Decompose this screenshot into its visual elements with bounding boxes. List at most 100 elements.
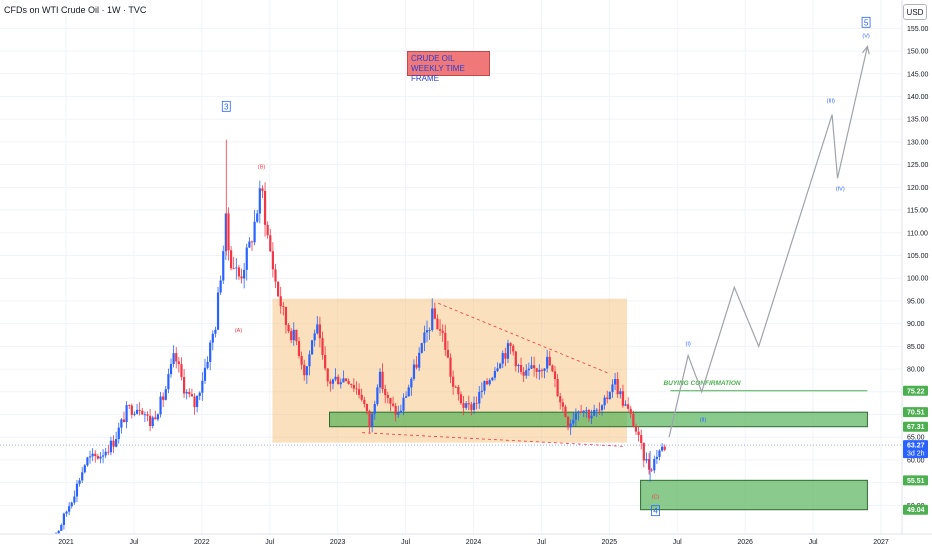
candle-body: [632, 413, 635, 427]
candle-body: [295, 329, 298, 342]
y-tick-label: 140.00: [907, 94, 929, 101]
candle-body: [389, 397, 392, 404]
candle-body: [493, 370, 497, 378]
candle-body: [645, 459, 648, 461]
price-tag-value: 55.51: [907, 478, 925, 485]
x-tick-label: 2026: [737, 539, 753, 546]
candle-body: [637, 431, 640, 436]
candle-body: [125, 405, 128, 423]
candle-body: [342, 378, 345, 383]
annotation-line-1: CRUDE OIL: [411, 54, 455, 63]
x-tick-label: Jul: [673, 539, 682, 546]
candle-body: [574, 413, 577, 420]
candle-body: [73, 496, 76, 503]
candle-body: [441, 330, 444, 333]
candle-body: [603, 397, 606, 406]
candle-body: [258, 188, 261, 214]
candle-body: [480, 390, 483, 392]
candle-body: [556, 378, 559, 397]
y-tick-label: 65.00: [907, 435, 925, 442]
candle-body: [232, 268, 235, 270]
candle-body: [277, 281, 280, 297]
candle-body: [240, 276, 243, 279]
symbol-title[interactable]: CFDs on WTI Crude Oil · 1W · TVC: [4, 5, 147, 15]
candle-body: [62, 513, 66, 525]
candle-body: [598, 409, 601, 411]
candle-body: [491, 377, 494, 381]
candle-body: [248, 241, 251, 248]
candle-body: [462, 403, 465, 408]
candle-body: [394, 405, 397, 415]
buying-confirmation-label: BUYING CONFIRMATION: [663, 380, 740, 387]
candle-body: [410, 378, 413, 388]
candle-body: [365, 404, 369, 412]
candle-body: [185, 392, 188, 394]
candle-body: [193, 396, 196, 408]
candle-body: [60, 524, 63, 531]
candle-body: [653, 458, 656, 471]
candle-body: [428, 329, 431, 331]
candle-body: [496, 368, 499, 371]
candle-body: [405, 396, 408, 398]
candle-body: [75, 483, 79, 497]
candle-body: [350, 384, 353, 385]
candle-body: [642, 442, 645, 461]
candle-body: [418, 352, 421, 368]
x-tick-label: Jul: [809, 539, 818, 546]
chart-annotation-box: CRUDE OIL WEEKLY TIME FRAME: [407, 51, 490, 83]
candle-body: [175, 353, 178, 362]
candle-body: [519, 364, 523, 372]
x-tick-label: Jul: [265, 539, 274, 546]
candle-body: [99, 456, 102, 459]
y-tick-label: 145.00: [907, 71, 929, 78]
candle-body: [68, 506, 71, 512]
candle-body: [141, 410, 144, 415]
candle-body: [551, 365, 554, 372]
candle-body: [650, 469, 653, 471]
candle-body: [527, 368, 530, 371]
candle-body: [634, 426, 638, 432]
candle-body: [663, 446, 666, 450]
candle-body: [371, 413, 374, 427]
candle-body: [590, 415, 593, 419]
candle-body: [561, 402, 564, 407]
candle-body: [640, 435, 643, 443]
candle-body: [402, 397, 405, 411]
wave-label: 4: [653, 507, 658, 516]
candle-body: [347, 380, 350, 385]
y-tick-label: 150.00: [907, 49, 929, 56]
currency-button[interactable]: USD: [903, 4, 927, 20]
y-tick-label: 100.00: [907, 276, 929, 283]
candle-body: [313, 333, 316, 341]
candle-body: [415, 364, 418, 368]
candle-body: [101, 455, 105, 457]
price-tag-value: 63.27: [907, 443, 925, 450]
candle-body: [331, 379, 335, 384]
candle-body: [266, 224, 269, 236]
candle-body: [514, 351, 517, 367]
candle-body: [624, 404, 627, 406]
x-tick-label: 2024: [466, 539, 482, 546]
candle-body: [459, 394, 463, 404]
candle-body: [130, 405, 133, 415]
candle-body: [580, 411, 583, 413]
price-tag: [903, 385, 928, 396]
candle-body: [431, 308, 434, 330]
candle-body: [339, 382, 342, 385]
candle-body: [94, 453, 97, 456]
x-tick-label: 2027: [873, 539, 889, 546]
candle-body: [587, 409, 591, 419]
candle-body: [104, 451, 107, 456]
candle-body: [525, 370, 528, 376]
candle-body: [566, 416, 570, 428]
candle-body: [120, 419, 123, 428]
wave-label: (C): [652, 495, 660, 501]
y-tick-label: 125.00: [907, 162, 929, 169]
candle-body: [517, 364, 520, 367]
candle-body: [300, 355, 303, 365]
candle-body: [180, 364, 183, 377]
candle-body: [381, 371, 384, 390]
candle-body: [606, 397, 609, 400]
